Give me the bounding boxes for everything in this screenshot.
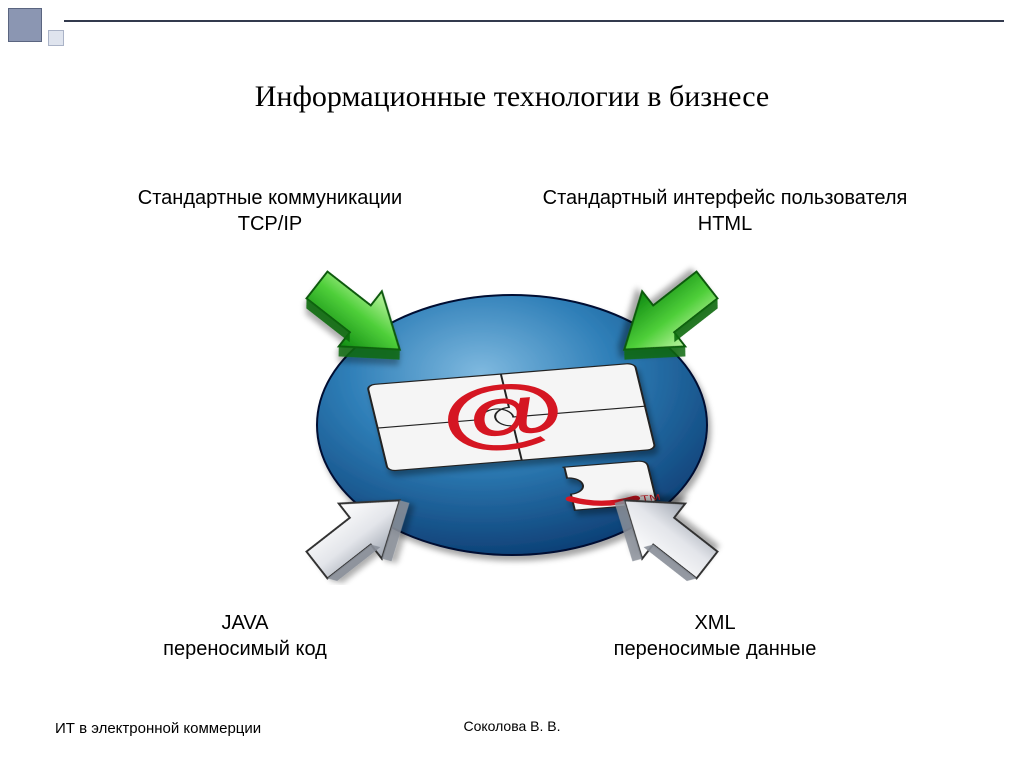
label-bl-line2: переносимый код	[115, 636, 375, 662]
footer-center-text: Соколова В. В.	[0, 718, 1024, 734]
label-br-line1: XML	[555, 610, 875, 636]
label-bl-line1: JAVA	[115, 610, 375, 636]
at-symbol-icon: @	[429, 365, 575, 459]
label-br-line2: переносимые данные	[555, 636, 875, 662]
slide-title: Информационные технологии в бизнесе	[0, 80, 1024, 114]
label-tl-line2: TCP/IP	[90, 211, 450, 237]
label-tr-line1: Стандартный интерфейс пользователя	[500, 185, 950, 211]
label-tl-line1: Стандартные коммуникации	[90, 185, 450, 211]
label-bottom-right: XML переносимые данные	[555, 610, 875, 662]
label-tr-line2: HTML	[500, 211, 950, 237]
label-top-right: Стандартный интерфейс пользователя HTML	[500, 185, 950, 237]
top-divider	[64, 20, 1004, 22]
corner-square-large	[8, 8, 42, 42]
label-bottom-left: JAVA переносимый код	[115, 610, 375, 662]
corner-square-small	[48, 30, 64, 46]
label-top-left: Стандартные коммуникации TCP/IP	[90, 185, 450, 237]
central-diagram: @ TM	[262, 255, 762, 585]
